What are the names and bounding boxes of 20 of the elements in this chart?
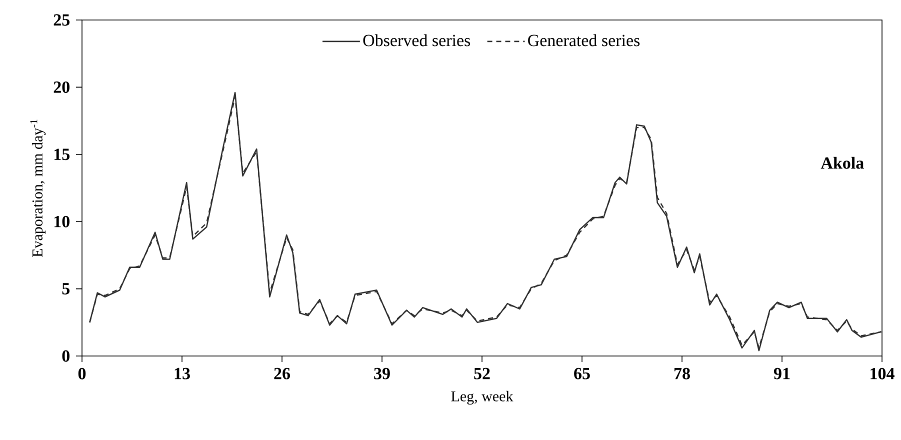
y-tick-label: 25 — [54, 14, 70, 26]
legend-label: Observed series — [363, 34, 470, 46]
legend-label: Generated series — [528, 34, 640, 46]
y-tick-label: 0 — [62, 350, 70, 362]
x-tick-label: 78 — [674, 368, 690, 380]
x-tick-label: 104 — [870, 368, 894, 380]
y-tick-label: 5 — [62, 283, 70, 294]
y-tick-label: 15 — [54, 148, 70, 160]
y-axis-title: Evaporation, mm day$^{-1}$ — [30, 120, 46, 257]
y-tick-label: 10 — [54, 216, 70, 228]
x-tick-label: 91 — [774, 368, 790, 380]
x-tick-label: 0 — [78, 368, 86, 380]
annotation: Akola — [820, 156, 864, 169]
x-tick-label: 26 — [274, 368, 290, 380]
x-tick-label: 39 — [374, 368, 390, 380]
x-axis-title: Leg, week — [451, 390, 514, 405]
x-tick-label: 52 — [474, 368, 490, 380]
x-tick-label: 65 — [574, 368, 590, 380]
y-tick-label: 20 — [54, 81, 70, 93]
x-tick-label: 13 — [174, 368, 190, 380]
